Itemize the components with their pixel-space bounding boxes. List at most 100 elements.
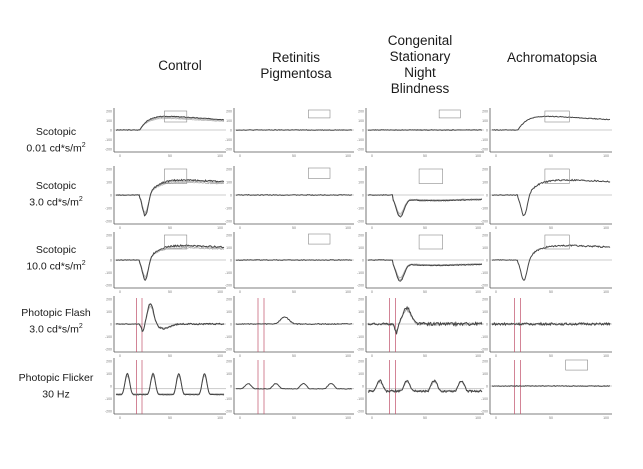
measurement-window bbox=[418, 168, 444, 184]
measurement-window bbox=[164, 110, 188, 123]
erg-trace bbox=[491, 115, 611, 131]
erg-panel-rp-scotopic-30: 200 100 0 -100 -200 0 50 100 bbox=[225, 166, 354, 230]
x-tick-label: 50 bbox=[292, 290, 296, 294]
y-tick-label: 200 bbox=[482, 110, 488, 114]
x-tick-label: 100 bbox=[345, 290, 351, 294]
erg-panel-achro-scotopic-30: 200 100 0 -100 -200 0 50 100 bbox=[481, 166, 612, 230]
x-tick-label: 100 bbox=[217, 154, 223, 158]
erg-trace bbox=[235, 194, 353, 196]
erg-panel-achro-photopic-flicker: 200 100 0 -100 -200 0 50 100 bbox=[481, 358, 612, 420]
row-label-photopic-flash: Photopic Flash 3.0 cd*s/m2 bbox=[21, 307, 91, 336]
y-tick-label: -200 bbox=[225, 220, 232, 224]
y-tick-label: -100 bbox=[481, 397, 488, 401]
y-tick-label: -100 bbox=[225, 335, 232, 339]
x-tick-label: 0 bbox=[239, 416, 241, 420]
y-tick-label: 200 bbox=[482, 168, 488, 172]
y-tick-label: -200 bbox=[481, 410, 488, 414]
measurement-window bbox=[544, 234, 570, 250]
x-tick-label: 0 bbox=[371, 354, 373, 358]
y-tick-label: 100 bbox=[358, 310, 364, 314]
x-tick-label: 50 bbox=[423, 416, 427, 420]
y-tick-label: -100 bbox=[225, 138, 232, 142]
y-tick-label: 200 bbox=[358, 360, 364, 364]
erg-trace bbox=[492, 244, 611, 281]
x-tick-label: 50 bbox=[292, 154, 296, 158]
y-tick-label: -200 bbox=[225, 410, 232, 414]
x-tick-label: 0 bbox=[495, 290, 497, 294]
erg-trace bbox=[367, 259, 483, 281]
y-tick-label: 200 bbox=[482, 234, 488, 238]
x-tick-label: 50 bbox=[168, 226, 172, 230]
y-tick-label: 100 bbox=[106, 181, 112, 185]
x-tick-label: 0 bbox=[239, 354, 241, 358]
y-tick-label: 200 bbox=[226, 298, 232, 302]
y-tick-label: -200 bbox=[481, 220, 488, 224]
erg-trace bbox=[367, 379, 483, 394]
y-tick-label: 0 bbox=[486, 259, 488, 263]
y-tick-label: 100 bbox=[226, 246, 232, 250]
x-tick-label: 50 bbox=[423, 290, 427, 294]
y-tick-label: -100 bbox=[225, 397, 232, 401]
y-tick-label: -200 bbox=[225, 348, 232, 352]
erg-trace bbox=[115, 180, 225, 216]
y-tick-label: -200 bbox=[357, 220, 364, 224]
x-tick-label: 50 bbox=[549, 354, 553, 358]
y-tick-label: -200 bbox=[105, 284, 112, 288]
x-tick-label: 0 bbox=[495, 416, 497, 420]
y-tick-label: 0 bbox=[486, 194, 488, 198]
x-tick-label: 100 bbox=[475, 154, 481, 158]
erg-trace bbox=[115, 178, 225, 217]
x-tick-label: 100 bbox=[603, 226, 609, 230]
x-tick-label: 50 bbox=[549, 154, 553, 158]
y-tick-label: 0 bbox=[230, 323, 232, 327]
y-tick-label: 0 bbox=[230, 259, 232, 263]
y-tick-label: 200 bbox=[226, 168, 232, 172]
erg-panel-achro-photopic-flash: 200 100 0 -100 -200 0 50 100 bbox=[481, 296, 612, 358]
erg-trace bbox=[367, 129, 483, 131]
y-tick-label: -100 bbox=[105, 271, 112, 275]
y-tick-label: 100 bbox=[106, 372, 112, 376]
erg-trace bbox=[235, 382, 353, 390]
y-tick-label: 100 bbox=[358, 372, 364, 376]
x-tick-label: 0 bbox=[119, 416, 121, 420]
erg-panel-achro-scotopic-100: 200 100 0 -100 -200 0 50 100 bbox=[481, 232, 612, 294]
x-tick-label: 100 bbox=[603, 154, 609, 158]
y-tick-label: 100 bbox=[482, 119, 488, 123]
column-title-csnb: Congenital Stationary Night Blindness bbox=[387, 33, 453, 96]
x-tick-label: 100 bbox=[217, 416, 223, 420]
x-tick-label: 100 bbox=[475, 290, 481, 294]
y-tick-label: 0 bbox=[362, 323, 364, 327]
erg-panel-csnb-scotopic-100: 200 100 0 -100 -200 0 50 100 bbox=[357, 232, 484, 294]
x-tick-label: 0 bbox=[495, 354, 497, 358]
erg-trace bbox=[115, 247, 225, 277]
y-tick-label: 100 bbox=[482, 246, 488, 250]
y-tick-label: -200 bbox=[105, 148, 112, 152]
y-tick-label: -200 bbox=[105, 348, 112, 352]
erg-trace bbox=[115, 116, 225, 131]
y-tick-label: -100 bbox=[105, 335, 112, 339]
x-tick-label: 50 bbox=[292, 226, 296, 230]
x-tick-label: 50 bbox=[168, 290, 172, 294]
y-tick-label: -100 bbox=[481, 335, 488, 339]
y-tick-label: -200 bbox=[105, 410, 112, 414]
y-tick-label: 200 bbox=[358, 298, 364, 302]
x-tick-label: 0 bbox=[371, 226, 373, 230]
x-tick-label: 100 bbox=[603, 416, 609, 420]
y-tick-label: -200 bbox=[105, 220, 112, 224]
y-tick-label: 200 bbox=[358, 168, 364, 172]
y-tick-label: -100 bbox=[357, 335, 364, 339]
erg-trace bbox=[368, 194, 483, 215]
y-tick-label: 100 bbox=[482, 181, 488, 185]
y-tick-label: 0 bbox=[230, 129, 232, 133]
x-tick-label: 100 bbox=[475, 226, 481, 230]
row-label-scotopic-30: Scotopic 3.0 cd*s/m2 bbox=[29, 180, 83, 209]
y-tick-label: -200 bbox=[225, 284, 232, 288]
x-tick-label: 100 bbox=[217, 226, 223, 230]
y-tick-label: 200 bbox=[106, 168, 112, 172]
y-tick-label: 0 bbox=[110, 259, 112, 263]
erg-trace bbox=[367, 194, 483, 216]
erg-panel-csnb-photopic-flicker: 200 100 0 -100 -200 0 50 100 bbox=[357, 358, 484, 420]
y-tick-label: 0 bbox=[230, 385, 232, 389]
y-tick-label: 200 bbox=[226, 234, 232, 238]
